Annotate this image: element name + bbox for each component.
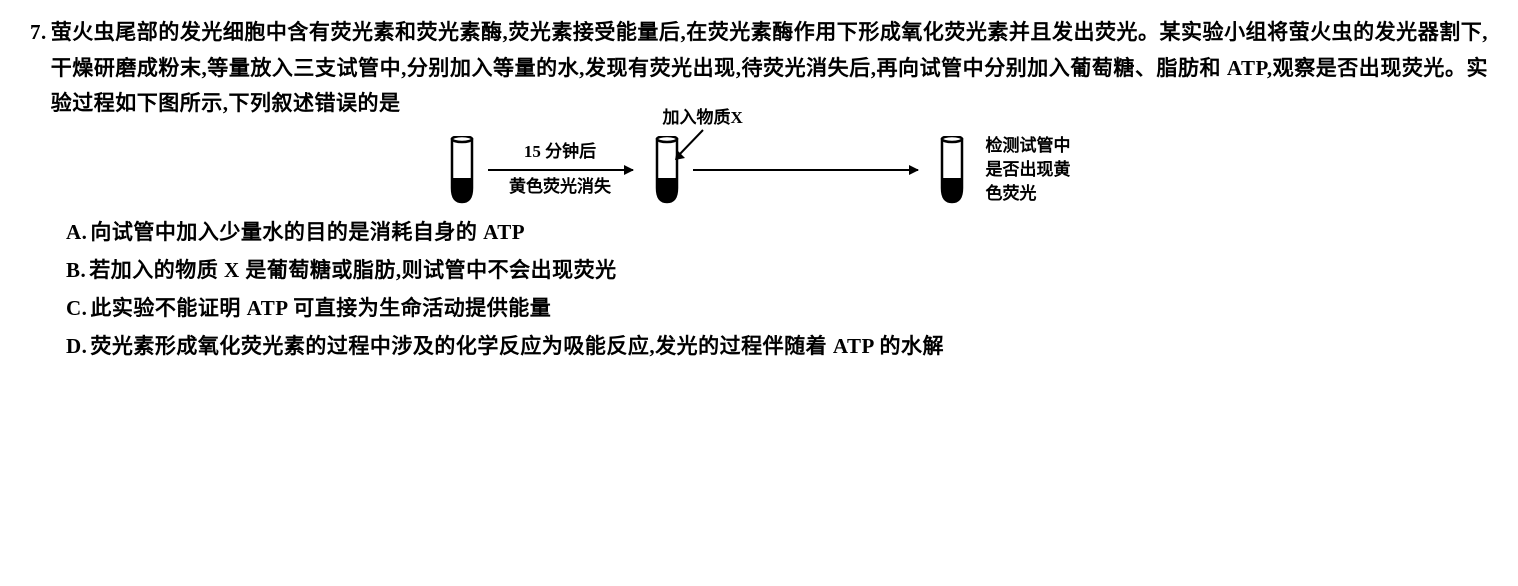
option-b-letter: B.	[66, 253, 86, 289]
options-list: A. 向试管中加入少量水的目的是消耗自身的 ATP B. 若加入的物质 X 是葡…	[66, 215, 1488, 364]
option-c-letter: C.	[66, 291, 87, 327]
arrow-1-bottom-label: 黄色荧光消失	[509, 173, 611, 202]
option-d: D. 荧光素形成氧化荧光素的过程中涉及的化学反应为吸能反应,发光的过程伴随着 A…	[66, 329, 1488, 365]
arrow-1-top-label: 15 分钟后	[524, 138, 596, 167]
option-d-text: 荧光素形成氧化荧光素的过程中涉及的化学反应为吸能反应,发光的过程伴随着 ATP …	[90, 329, 944, 365]
question-header: 7. 萤火虫尾部的发光细胞中含有荧光素和荧光素酶,荧光素接受能量后,在荧光素酶作…	[30, 15, 1488, 122]
diagram: 15 分钟后 黄色荧光消失 加入物质X 检测	[30, 134, 1488, 205]
test-tube-2	[653, 136, 681, 204]
question-number: 7.	[30, 15, 47, 51]
tube-section-2: 加入物质X	[653, 136, 918, 204]
result-line-2: 是否出现黄	[986, 158, 1071, 182]
tube-section-1: 15 分钟后 黄色荧光消失	[448, 136, 633, 204]
test-tube-1	[448, 136, 476, 204]
arrow-1: 15 分钟后 黄色荧光消失	[488, 138, 633, 202]
option-b-text: 若加入的物质 X 是葡萄糖或脂肪,则试管中不会出现荧光	[89, 253, 616, 289]
option-c-text: 此实验不能证明 ATP 可直接为生命活动提供能量	[90, 291, 551, 327]
option-a-text: 向试管中加入少量水的目的是消耗自身的 ATP	[90, 215, 525, 251]
option-b: B. 若加入的物质 X 是葡萄糖或脂肪,则试管中不会出现荧光	[66, 253, 1488, 289]
arrow-2	[693, 169, 918, 171]
option-a-letter: A.	[66, 215, 87, 251]
result-line-1: 检测试管中	[986, 134, 1071, 158]
test-tube-3	[938, 136, 966, 204]
question-text: 萤火虫尾部的发光细胞中含有荧光素和荧光素酶,荧光素接受能量后,在荧光素酶作用下形…	[51, 15, 1488, 122]
option-c: C. 此实验不能证明 ATP 可直接为生命活动提供能量	[66, 291, 1488, 327]
result-label: 检测试管中 是否出现黄 色荧光	[986, 134, 1071, 205]
option-d-letter: D.	[66, 329, 87, 365]
option-a: A. 向试管中加入少量水的目的是消耗自身的 ATP	[66, 215, 1488, 251]
result-line-3: 色荧光	[986, 182, 1071, 206]
tube-section-3: 检测试管中 是否出现黄 色荧光	[938, 134, 1071, 205]
arrow-1-line	[488, 169, 633, 171]
